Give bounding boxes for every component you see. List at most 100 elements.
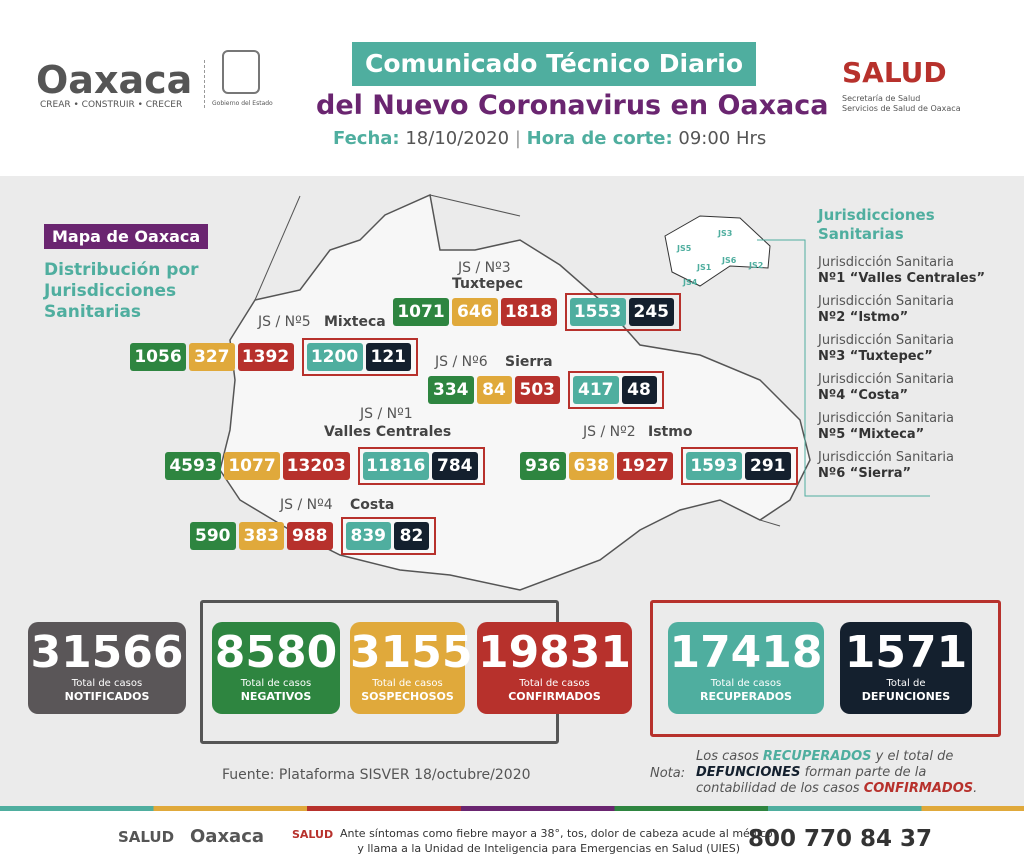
total-label: RECUPERADOS	[700, 690, 792, 703]
footer-logo: Oaxaca	[190, 826, 265, 847]
legend-name: Nº4 “Costa”	[818, 388, 909, 403]
total-caption: Total de casos	[710, 678, 782, 689]
note-label: Nota:	[650, 766, 686, 781]
jurisdiction-value: 1593	[686, 452, 742, 480]
total-caption: Total de casos	[372, 678, 443, 689]
note-text: Los casos	[696, 749, 763, 764]
legend-name: Nº5 “Mixteca”	[818, 427, 925, 442]
footer-salud: SALUD	[118, 828, 175, 846]
time-label: Hora de corte:	[526, 128, 673, 149]
note-text: forman parte de la	[800, 765, 927, 780]
jurisdiction-value: 1077	[224, 452, 280, 480]
total-caption: Total de casos	[519, 678, 590, 689]
jurisdiction-value: 327	[189, 343, 235, 371]
jurisdiction-value: 1818	[500, 298, 557, 326]
gobierno: Gobierno del Estado	[212, 100, 273, 107]
total-value: 3155	[350, 627, 473, 678]
legend-item: Jurisdicción Sanitaria Nº2 “Istmo”	[818, 294, 954, 326]
jurisdiction-label: JS / Nº5	[258, 314, 311, 330]
jurisdiction-value: 121	[365, 343, 411, 371]
total-box: 19831 Total de casos CONFIRMADOS	[477, 622, 632, 714]
legend-prefix: Jurisdicción Sanitaria	[818, 333, 954, 348]
total-caption: Total de casos	[71, 678, 143, 689]
footer-line2: y llama a la Unidad de Inteligencia para…	[357, 842, 740, 855]
legend-item: Jurisdicción Sanitaria Nº6 “Sierra”	[818, 450, 954, 482]
legend-item: Jurisdicción Sanitaria Nº1 “Valles Centra…	[818, 255, 985, 287]
total-label: CONFIRMADOS	[508, 690, 601, 703]
time: 09:00 Hrs	[678, 128, 767, 149]
note-text: contabilidad de los casos	[696, 781, 864, 796]
total-caption: Total de casos	[240, 678, 312, 689]
mini-label: JS5	[677, 244, 692, 253]
title-line2: del Nuevo Coronavirus en Oaxaca	[316, 90, 829, 121]
mini-label: JS6	[722, 256, 737, 265]
jurisdiction-value: 4593	[165, 452, 221, 480]
jurisdiction-value: 417	[573, 376, 619, 404]
legend-name: Nº6 “Sierra”	[818, 466, 912, 481]
mini-label: JS2	[749, 261, 764, 270]
confirmed-frame	[340, 517, 436, 555]
total-label: DEFUNCIONES	[861, 690, 951, 703]
total-label: SOSPECHOSOS	[361, 690, 454, 703]
crest	[222, 50, 260, 94]
confirmed-frame	[357, 447, 485, 485]
confirmed-frame	[301, 338, 418, 376]
jurisdiction-value: 1200	[306, 343, 363, 371]
jurisdiction-name: Istmo	[648, 424, 693, 440]
footer-stripe	[0, 806, 1024, 811]
jurisdiction-value: 84	[476, 376, 512, 404]
total-box: 3155 Total de casos SOSPECHOSOS	[350, 622, 473, 714]
jurisdiction-name: Sierra	[505, 354, 553, 370]
tagline: CREAR • CONSTRUIR • CRECER	[40, 100, 183, 110]
mini-label: JS4	[683, 278, 698, 287]
footer-text: Ante síntomas como fiebre mayor a 38°, t…	[340, 826, 773, 856]
jurisdiction-label: JS / Nº1	[360, 406, 413, 422]
total-box: 31566 Total de casos NOTIFICADOS	[28, 622, 186, 714]
jurisdiction-value: 383	[238, 522, 284, 550]
jurisdiction-value: 1056	[130, 343, 186, 371]
note-text: y el total de	[871, 749, 954, 764]
jurisdiction-value: 936	[520, 452, 566, 480]
footer-line1: Ante síntomas como fiebre mayor a 38°, t…	[340, 827, 773, 840]
mini-map	[664, 215, 771, 287]
title-line1: Comunicado Técnico Diario	[352, 42, 756, 86]
jurisdiction-value: 82	[394, 522, 429, 550]
note-text: .	[973, 781, 978, 796]
jurisdiction-name: Valles Centrales	[324, 424, 452, 440]
legend-item: Jurisdicción Sanitaria Nº4 “Costa”	[818, 372, 954, 404]
total-value: 17418	[669, 627, 823, 678]
jurisdiction-value: 1927	[617, 452, 673, 480]
salud-sub: Secretaría de Salud Servicios de Salud de…	[842, 94, 961, 114]
confirmed-frame	[681, 447, 798, 485]
jurisdiction-value: 1392	[237, 343, 294, 371]
jurisdiction-value: 646	[452, 298, 498, 326]
confirmed-frame	[650, 600, 1001, 737]
legend-title: Jurisdicciones Sanitarias	[818, 206, 935, 243]
footer-salud2: SALUD	[292, 828, 334, 841]
legend-connector	[757, 239, 930, 497]
jurisdiction-value: 638	[568, 452, 614, 480]
jurisdiction-value: 503	[514, 376, 560, 404]
note-highlight: RECUPERADOS	[762, 749, 872, 764]
date-line: Fecha: 18/10/2020 | Hora de corte: 09:00…	[333, 128, 767, 149]
total-label: NEGATIVOS	[240, 690, 312, 703]
legend-prefix: Jurisdicción Sanitaria	[818, 372, 954, 387]
jurisdiction-value: 48	[621, 376, 657, 404]
jurisdiction-name: Tuxtepec	[452, 276, 524, 292]
date: 18/10/2020	[405, 128, 510, 149]
borders	[254, 194, 781, 527]
legend-name: Nº3 “Tuxtepec”	[818, 349, 933, 364]
legend-item: Jurisdicción Sanitaria Nº3 “Tuxtepec”	[818, 333, 954, 365]
total-value: 31566	[30, 627, 184, 678]
jurisdiction-value: 1071	[393, 298, 449, 326]
jurisdiction-value: 590	[190, 522, 236, 550]
phone: 800 770 84 37	[748, 826, 933, 852]
confirmed-frame	[568, 371, 664, 409]
total-label: NOTIFICADOS	[64, 690, 150, 703]
jurisdiction-value: 291	[745, 452, 791, 480]
mini-label: JS3	[718, 229, 733, 238]
legend-name: Nº2 “Istmo”	[818, 310, 909, 325]
salud: SALUD	[842, 56, 947, 89]
total-caption: Total de	[886, 678, 926, 689]
